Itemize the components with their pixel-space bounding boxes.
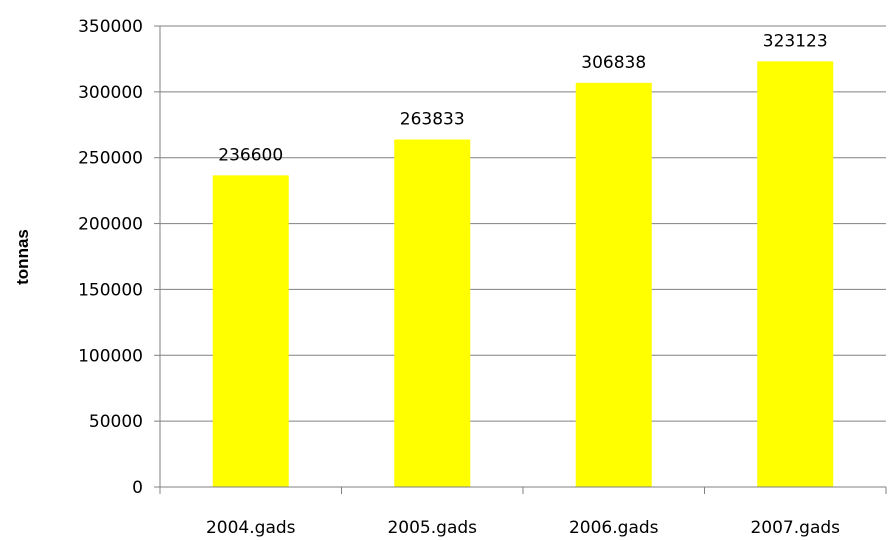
y-tick-label: 350000 (78, 17, 143, 37)
y-tick-label: 0 (132, 478, 143, 498)
bar (575, 82, 652, 487)
data-label: 306838 (581, 53, 646, 73)
x-tick-label: 2006.gads (569, 518, 659, 538)
axes (154, 25, 887, 494)
y-tick-label: 100000 (78, 346, 143, 366)
y-tick-label: 50000 (89, 412, 143, 432)
data-label: 263833 (400, 109, 465, 129)
y-tick-label: 250000 (78, 149, 143, 169)
y-axis-title: tonnas (13, 229, 32, 285)
x-tick-label: 2007.gads (750, 518, 840, 538)
bar (394, 139, 471, 487)
y-tick-labels: 0 50000 100000 150000 200000 250000 300000 3500… (78, 17, 143, 498)
data-label: 323123 (763, 31, 828, 51)
bars (212, 61, 834, 487)
data-label: 236600 (218, 145, 283, 165)
bar (212, 175, 289, 487)
y-tick-label: 150000 (78, 280, 143, 300)
x-tick-labels: 2004.gads 2005.gads 2006.gads 2007.gads (206, 518, 840, 538)
x-tick-label: 2004.gads (206, 518, 296, 538)
y-tick-label: 200000 (78, 215, 143, 235)
data-labels: 236600 263833 306838 323123 (218, 31, 827, 165)
bar (757, 61, 834, 487)
x-tick-label: 2005.gads (387, 518, 477, 538)
y-tick-label: 300000 (78, 83, 143, 103)
